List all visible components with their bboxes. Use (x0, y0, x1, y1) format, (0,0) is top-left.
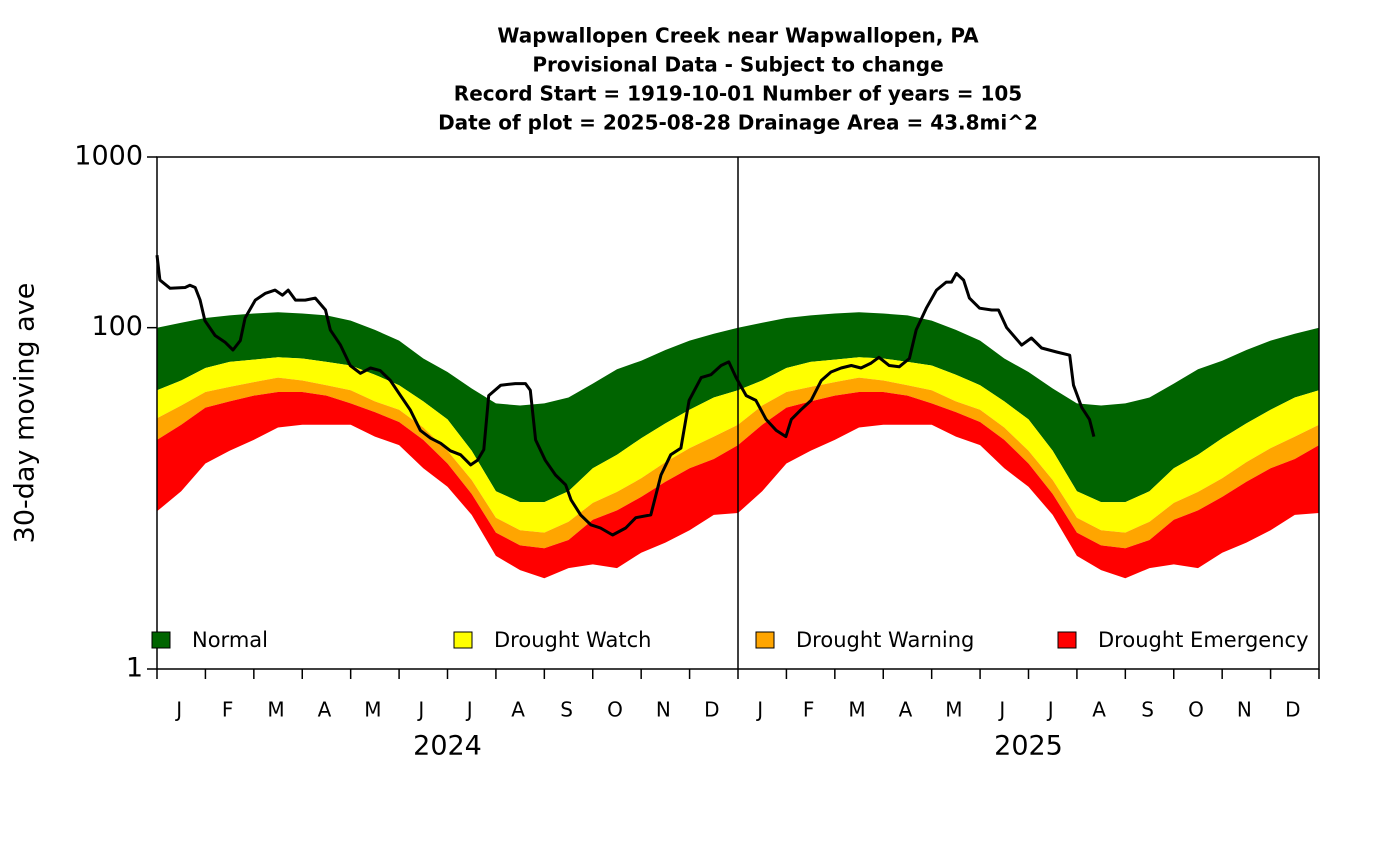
legend-swatch (151, 631, 171, 649)
x-tick-label: A (318, 698, 332, 722)
x-tick-label: J (997, 698, 1005, 722)
x-tick-label: J (174, 698, 182, 722)
legend-label: Drought Emergency (1098, 628, 1309, 652)
x-tick-label: F (803, 698, 815, 722)
y-axis-label: 30-day moving ave (10, 283, 41, 544)
x-tick-label: O (1188, 698, 1204, 722)
x-tick-label: D (1285, 698, 1300, 722)
y-tick-label: 100 (91, 311, 143, 342)
chart-title: Record Start = 1919-10-01 Number of year… (454, 82, 1022, 106)
x-tick-label: D (704, 698, 719, 722)
legend-label: Drought Watch (494, 628, 651, 652)
x-tick-label: A (899, 698, 913, 722)
x-tick-label: N (656, 698, 671, 722)
legend-label: Normal (192, 628, 268, 652)
x-tick-label: M (848, 698, 865, 722)
x-tick-label: J (465, 698, 473, 722)
x-tick-label: O (607, 698, 623, 722)
x-tick-label: F (222, 698, 234, 722)
year-label: 2025 (994, 731, 1063, 762)
x-tick-label: A (1092, 698, 1106, 722)
x-tick-label: S (560, 698, 573, 722)
chart-title: Date of plot = 2025-08-28 Drainage Area … (438, 111, 1038, 135)
legend-swatch (1057, 631, 1077, 649)
year-label: 2024 (413, 731, 482, 762)
x-tick-label: J (1046, 698, 1054, 722)
y-tick-label: 1000 (74, 141, 143, 172)
x-tick-label: J (755, 698, 763, 722)
flow-line (155, 255, 1096, 537)
legend-swatch (755, 631, 775, 649)
legend-label: Drought Warning (796, 628, 974, 652)
x-tick-label: N (1237, 698, 1252, 722)
x-tick-label: M (364, 698, 381, 722)
x-tick-label: A (511, 698, 525, 722)
chart-title: Provisional Data - Subject to change (532, 53, 943, 77)
x-tick-label: M (267, 698, 284, 722)
title-block: Wapwallopen Creek near Wapwallopen, PA Pr… (438, 24, 1038, 135)
y-tick-label: 1 (126, 653, 143, 684)
x-tick-label: J (416, 698, 424, 722)
chart-title: Wapwallopen Creek near Wapwallopen, PA (497, 24, 979, 48)
legend-swatch (453, 631, 473, 649)
x-tick-label: M (945, 698, 962, 722)
x-tick-label: S (1141, 698, 1154, 722)
